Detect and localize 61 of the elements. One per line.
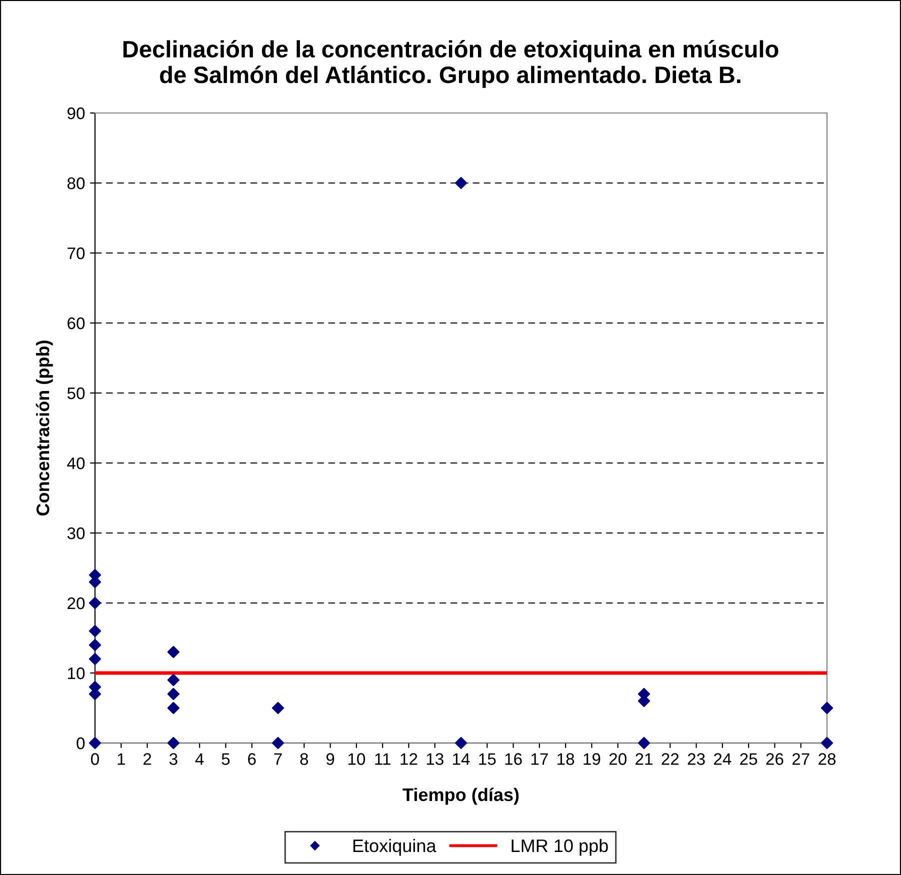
x-tick-label: 14	[453, 753, 470, 765]
x-tick-label: 3	[169, 753, 178, 765]
chart-title: Declinación de la concentración de etoxiquina en músculo de Salmón del Atlántico. Grupo alimentado. Dieta B.	[123, 40, 778, 88]
point	[167, 702, 180, 714]
x-tick-label: 20	[609, 753, 626, 765]
x-tick-label: 21	[636, 753, 652, 765]
point	[820, 736, 834, 750]
x-tick-label: 22	[662, 753, 679, 765]
x-tick-label: 6	[248, 753, 256, 765]
point	[167, 674, 180, 686]
point	[638, 736, 650, 750]
y-tick-label: 40	[67, 457, 85, 470]
point	[454, 736, 468, 750]
y-tick-label: 30	[67, 527, 85, 540]
x-tick-label: 12	[400, 753, 418, 765]
y-tick-label: 60	[68, 317, 85, 330]
x-tick-label: 16	[505, 753, 522, 765]
y-tick-label: 70	[68, 247, 85, 260]
point	[88, 596, 102, 610]
x-tick-label: 17	[531, 753, 548, 765]
point	[88, 652, 102, 666]
x-tick-label: 1	[118, 753, 125, 765]
y-tick-label: 20	[68, 597, 85, 610]
legend-label: Etoxiquina	[353, 838, 436, 856]
x-axis-title: Tiempo (días)	[402, 788, 519, 805]
x-tick-label: 15	[479, 753, 496, 765]
x-tick-label: 27	[792, 753, 810, 765]
x-tick-label: 13	[426, 753, 444, 765]
x-tick-label: 8	[300, 753, 308, 765]
point	[820, 702, 834, 714]
x-tick-label: 26	[766, 753, 784, 765]
point	[88, 736, 102, 750]
legend-label: LMR 10 ppb	[512, 838, 608, 856]
point	[88, 638, 102, 652]
x-tick-label: 2	[143, 753, 152, 765]
y-axis-title: Concentración (ppb)	[36, 340, 53, 516]
x-tick-label: 19	[584, 753, 600, 765]
x-tick-label: 9	[326, 753, 334, 765]
x-tick-label: 4	[195, 753, 204, 765]
y-tick-label: 10	[68, 667, 85, 680]
x-tick-label: 28	[818, 753, 836, 765]
x-tick-label: 11	[375, 753, 390, 765]
y-tick-label: 0	[76, 737, 85, 750]
x-tick-label: 0	[91, 753, 99, 765]
x-tick-label: 24	[714, 753, 732, 765]
x-tick-label: 18	[558, 753, 574, 765]
x-tick-label: 23	[688, 753, 705, 765]
y-tick-label: 90	[68, 107, 85, 120]
x-tick-label: 25	[740, 753, 758, 765]
x-tick-label: 10	[348, 753, 366, 765]
point	[167, 646, 180, 658]
y-tick-label: 80	[67, 177, 85, 190]
point	[272, 702, 284, 714]
point	[167, 688, 180, 700]
y-tick-label: 50	[67, 387, 85, 400]
point	[272, 736, 284, 750]
point	[88, 624, 102, 638]
x-tick-label: 5	[222, 753, 230, 765]
x-tick-label: 7	[274, 753, 282, 765]
point	[167, 736, 180, 750]
point	[454, 176, 468, 190]
